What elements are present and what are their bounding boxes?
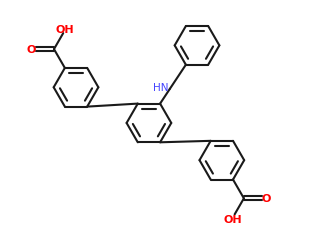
Text: O: O xyxy=(27,45,36,55)
Text: HN: HN xyxy=(153,83,169,93)
Text: OH: OH xyxy=(224,214,242,224)
Text: O: O xyxy=(262,194,271,203)
Text: OH: OH xyxy=(55,25,74,35)
